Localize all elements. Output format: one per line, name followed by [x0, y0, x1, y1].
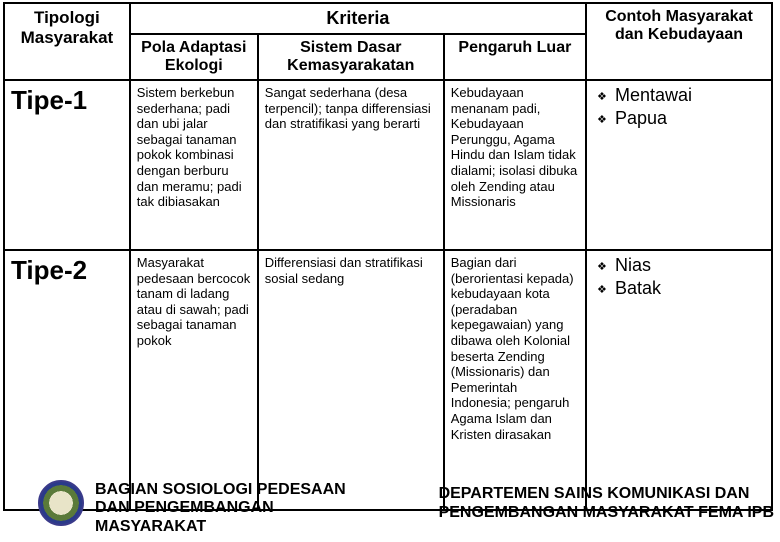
- table-row: Tipe-1 Sistem berkebun sederhana; padi d…: [4, 80, 772, 250]
- header-kriteria: Kriteria: [130, 3, 586, 34]
- cell-pengaruh: Kebudayaan menanam padi, Kebudayaan Peru…: [444, 80, 586, 250]
- header-pola: Pola Adaptasi Ekologi: [130, 34, 258, 80]
- footer-right: DEPARTEMEN SAINS KOMUNIKASI DAN PENGEMBA…: [439, 485, 774, 522]
- list-item: Batak: [597, 278, 765, 299]
- cell-pengaruh: Bagian dari (berorientasi kepada) kebuda…: [444, 250, 586, 510]
- list-item: Mentawai: [597, 85, 765, 106]
- contoh-list: Nias Batak: [593, 255, 765, 299]
- footer-right-line: DEPARTEMEN SAINS KOMUNIKASI DAN: [439, 485, 774, 503]
- cell-pola: Masyarakat pedesaan bercocok tanam di la…: [130, 250, 258, 510]
- cell-sistem: Differensiasi dan stratifikasi sosial se…: [258, 250, 444, 510]
- typology-table: Tipologi Masyarakat Kriteria Contoh Masy…: [3, 2, 773, 511]
- table-row: Tipe-2 Masyarakat pedesaan bercocok tana…: [4, 250, 772, 510]
- footer-left-line: BAGIAN SOSIOLOGI PEDESAAN: [95, 481, 346, 499]
- tipe-label: Tipe-1: [4, 80, 130, 250]
- contoh-list: Mentawai Papua: [593, 85, 765, 129]
- ipb-logo-icon: [38, 480, 84, 526]
- cell-contoh: Mentawai Papua: [586, 80, 772, 250]
- header-contoh: Contoh Masyarakat dan Kebudayaan: [586, 3, 772, 80]
- footer-right-line: PENGEMBANGAN MASYARAKAT FEMA IPB: [439, 504, 774, 522]
- header-row-1: Tipologi Masyarakat Kriteria Contoh Masy…: [4, 3, 772, 34]
- footer-left-line: DAN PENGEMBANGAN: [95, 499, 346, 517]
- footer-left-line: MASYARAKAT: [95, 518, 346, 536]
- cell-sistem: Sangat sederhana (desa terpencil); tanpa…: [258, 80, 444, 250]
- header-pengaruh: Pengaruh Luar: [444, 34, 586, 80]
- footer-left: BAGIAN SOSIOLOGI PEDESAAN DAN PENGEMBANG…: [95, 481, 346, 536]
- cell-pola: Sistem berkebun sederhana; padi dan ubi …: [130, 80, 258, 250]
- header-sistem: Sistem Dasar Kemasyarakatan: [258, 34, 444, 80]
- cell-contoh: Nias Batak: [586, 250, 772, 510]
- header-tipologi: Tipologi Masyarakat: [4, 3, 130, 80]
- tipe-label: Tipe-2: [4, 250, 130, 510]
- list-item: Nias: [597, 255, 765, 276]
- list-item: Papua: [597, 108, 765, 129]
